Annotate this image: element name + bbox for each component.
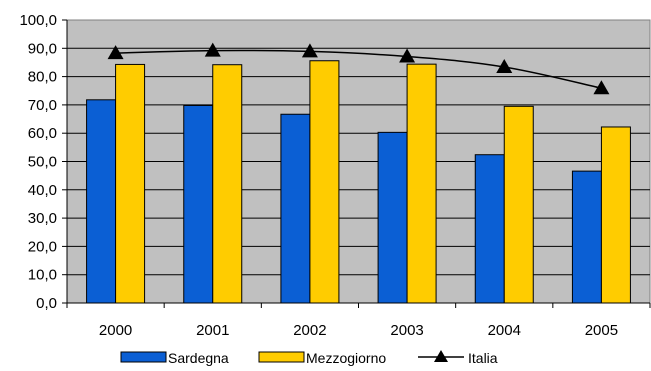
legend-label-mezzogiorno: Mezzogiorno [306,350,386,366]
y-tick-label: 50,0 [28,154,57,171]
legend: Sardegna Mezzogiorno Italia [120,350,498,366]
bar-sardegna-2000 [86,99,117,304]
bar-mezzogiorno-2002 [309,60,340,304]
bar-sardegna-2005 [571,170,602,304]
italia-marker-2000 [107,45,124,60]
italia-marker-2005 [593,80,610,95]
y-tick-label: 40,0 [28,182,57,199]
gridlines [67,47,650,276]
bar-sardegna-2004 [474,154,505,304]
y-tick-label: 10,0 [28,267,57,284]
bar-sardegna-2003 [377,131,408,304]
x-tick-label: 2003 [390,322,423,339]
legend-marker-italia [434,350,448,362]
bar-mezzogiorno-2005 [600,126,631,304]
bar-sardegna-2001 [183,104,214,304]
legend-label-sardegna: Sardegna [168,350,229,366]
italia-marker-2004 [496,58,513,73]
bars [86,60,631,304]
x-tick-label: 2005 [585,322,618,339]
y-axis-ticks: 0,0 10,0 20,0 30,0 40,0 50,0 60,0 70,0 80,0 90,0 1… [19,12,67,312]
italia-series-line [115,49,602,89]
italia-marker-2003 [399,48,416,63]
x-tick-label: 2000 [99,322,132,339]
y-tick-label: 0,0 [36,295,57,312]
bar-mezzogiorno-2003 [406,63,437,304]
italia-marker-2002 [301,43,318,58]
bar-sardegna-2002 [280,113,311,304]
x-axis-ticks: 2000 2001 2002 2003 2004 2005 [66,303,651,339]
italia-line [107,42,610,95]
y-tick-label: 70,0 [28,97,57,114]
legend-swatch-sardegna [120,351,167,363]
x-tick-label: 2001 [196,322,229,339]
bar-mezzogiorno-2000 [115,63,146,304]
bar-mezzogiorno-2004 [503,105,534,304]
y-tick-label: 20,0 [28,238,57,255]
y-tick-label: 60,0 [28,125,57,142]
y-tick-label: 90,0 [28,40,57,57]
bar-mezzogiorno-2001 [212,64,243,304]
x-tick-label: 2002 [293,322,326,339]
italia-marker-2001 [204,42,221,57]
y-tick-label: 80,0 [28,69,57,86]
legend-label-italia: Italia [468,350,498,366]
legend-swatch-mezzogiorno [258,351,305,363]
x-tick-label: 2004 [488,322,521,339]
y-tick-label: 30,0 [28,210,57,227]
y-tick-label: 100,0 [19,12,57,29]
